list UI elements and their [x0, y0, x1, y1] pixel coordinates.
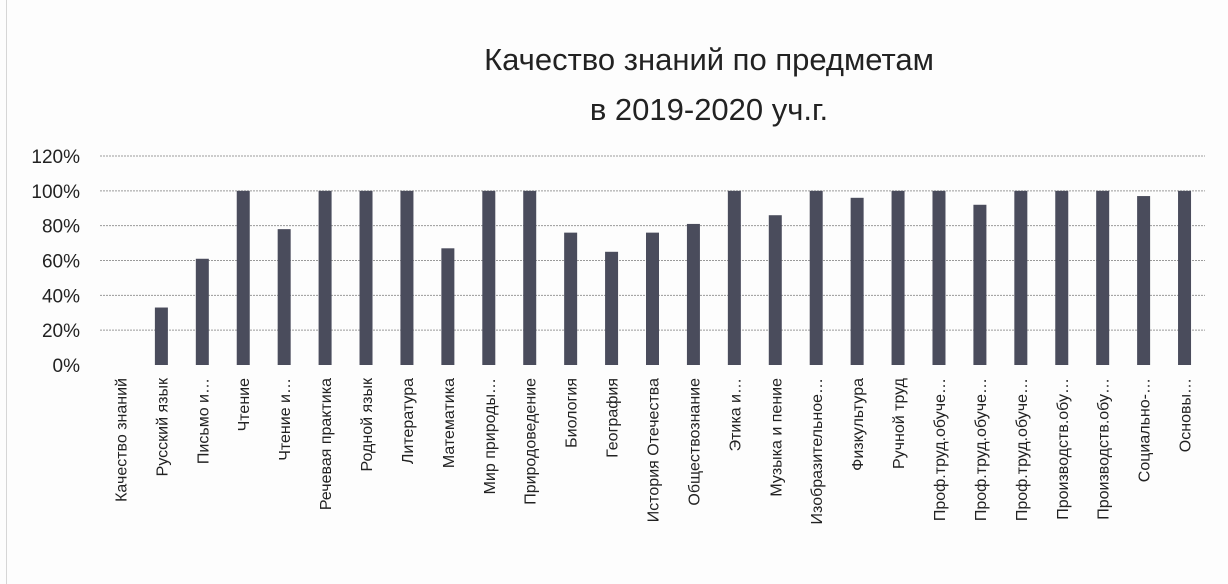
- x-tick-label: Физкультура: [850, 378, 867, 471]
- x-tick-label: Обществознание: [686, 378, 703, 506]
- y-tick-label: 20%: [42, 321, 80, 342]
- bar: [400, 190, 414, 365]
- x-tick-label: Природоведение: [523, 378, 540, 505]
- bar: [441, 248, 455, 365]
- page-edge-line: [6, 0, 7, 584]
- x-tick-label: Музыка и пение: [768, 378, 785, 497]
- x-tick-label: Ручной труд: [891, 377, 908, 469]
- bar: [318, 190, 332, 365]
- bar: [236, 190, 250, 365]
- bar: [1096, 190, 1110, 365]
- bar: [1137, 196, 1151, 365]
- x-tick-label: Проф.труд.обуче…: [932, 378, 949, 521]
- x-tick-label: История Отечества: [646, 378, 663, 522]
- chart-title-line-1: Качество знаний по предметам: [484, 42, 934, 77]
- x-tick-label: Проф.труд.обуче…: [1014, 378, 1031, 521]
- bar: [523, 190, 537, 365]
- y-tick-label: 0%: [53, 356, 81, 377]
- y-tick-label: 40%: [42, 286, 80, 307]
- y-tick-label: 120%: [31, 147, 80, 168]
- x-tick-label: Мир природы…: [482, 378, 499, 494]
- chart-title-line-2: в 2019-2020 уч.г.: [589, 92, 829, 127]
- x-tick-label: Чтение: [236, 378, 253, 431]
- bar: [1014, 190, 1028, 365]
- x-tick-label: Производств.обу…: [1055, 378, 1072, 520]
- bar: [809, 190, 823, 365]
- y-axis-tick-labels: 0% 20% 40% 60% 80% 100% 120%: [31, 147, 80, 377]
- bar: [359, 190, 373, 365]
- x-axis-tick-labels: Качество знаний Русский язык Письмо и… Чтен…: [113, 377, 1194, 524]
- x-tick-label: Родной язык: [359, 377, 376, 471]
- bar: [646, 232, 659, 365]
- x-tick-label: Речевая практика: [318, 378, 335, 510]
- bar: [195, 258, 209, 365]
- bar: [686, 223, 700, 365]
- bars: [154, 190, 1192, 365]
- y-tick-label: 100%: [31, 182, 80, 203]
- bar: [1178, 190, 1192, 365]
- x-tick-label: Проф.труд.обуче…: [973, 378, 990, 521]
- bar: [154, 307, 168, 365]
- bar: [727, 190, 741, 365]
- bar: [891, 190, 905, 365]
- x-tick-label: Математика: [441, 378, 458, 468]
- x-tick-label: Производств.обу…: [1096, 378, 1113, 520]
- bar: [482, 190, 496, 365]
- x-tick-label: Качество знаний: [113, 378, 130, 502]
- x-tick-label: Чтение и…: [277, 378, 294, 461]
- y-tick-label: 80%: [42, 217, 80, 238]
- bar: [1055, 190, 1069, 365]
- bar: [932, 190, 946, 365]
- bar: [850, 197, 864, 365]
- x-tick-label: Этика и…: [727, 378, 744, 451]
- bar: [973, 204, 987, 365]
- bar: [605, 251, 619, 365]
- bar: [277, 229, 291, 365]
- x-tick-label: Биология: [564, 378, 581, 448]
- x-tick-label: Социально-…: [1137, 378, 1154, 482]
- bar: [564, 232, 578, 365]
- x-tick-label: Изобразительное…: [809, 378, 826, 524]
- x-tick-label: География: [605, 378, 622, 458]
- x-tick-label: Литература: [400, 378, 417, 464]
- x-tick-label: Письмо и…: [195, 378, 212, 464]
- x-tick-label: Основы…: [1178, 378, 1195, 452]
- bar: [768, 215, 782, 365]
- x-tick-label: Русский язык: [154, 377, 171, 476]
- y-tick-label: 60%: [42, 252, 80, 273]
